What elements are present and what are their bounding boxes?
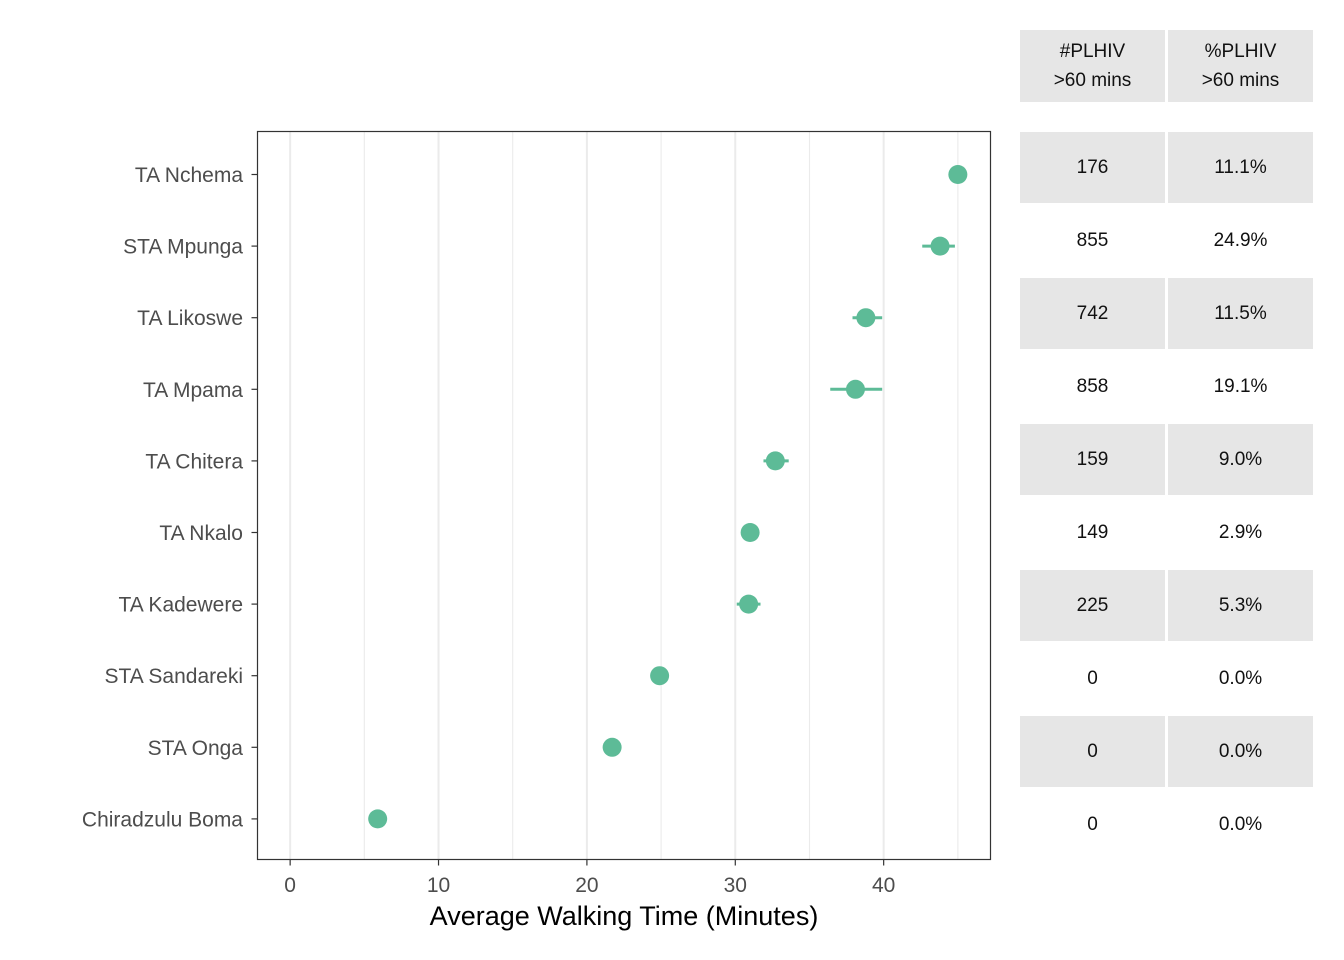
data-points — [368, 165, 968, 829]
data-point — [930, 236, 950, 256]
count-cell: 858 — [1076, 375, 1109, 397]
x-axis-ticks: 0 10 20 30 40 — [284, 859, 895, 897]
y-tick-label: STA Sandareki — [104, 665, 243, 688]
data-point — [602, 737, 622, 757]
count-cell: 855 — [1076, 229, 1109, 251]
plot-panel — [257, 131, 991, 860]
plhiv-table: #PLHIV >60 mins %PLHIV >60 mins 176 11.1… — [1020, 30, 1316, 835]
y-tick-label: TA Chitera — [145, 450, 243, 473]
percent-cell: 11.5% — [1168, 278, 1313, 349]
table-row: 858 19.1% — [1020, 351, 1316, 422]
header-count: #PLHIV >60 mins — [1020, 30, 1165, 102]
percent-cell: 2.9% — [1218, 521, 1263, 543]
count-cell: 225 — [1020, 570, 1165, 641]
data-point — [765, 451, 785, 471]
table-row: 0 0.0% — [1020, 716, 1316, 787]
percent-cell: 0.0% — [1218, 667, 1263, 689]
table-row: 855 24.9% — [1020, 205, 1316, 276]
y-axis-ticks: TA Nchema STA Mpunga TA Likoswe TA Mpama TA … — [82, 164, 258, 831]
x-axis-title: Average Walking Time (Minutes) — [430, 901, 819, 931]
count-cell: 0 — [1087, 813, 1098, 835]
y-tick-label: STA Mpunga — [123, 236, 243, 259]
count-cell: 0 — [1020, 716, 1165, 787]
plot-border — [256, 130, 992, 861]
count-cell: 159 — [1020, 424, 1165, 495]
x-tick-label: 30 — [724, 874, 747, 897]
data-point — [948, 165, 968, 184]
data-point — [739, 594, 759, 614]
percent-cell: 9.0% — [1168, 424, 1313, 495]
data-point — [740, 523, 760, 542]
count-cell: 742 — [1020, 278, 1165, 349]
walking-time-chart: TA Nchema STA Mpunga TA Likoswe TA Mpama TA … — [82, 130, 992, 931]
header-percent: %PLHIV >60 mins — [1168, 30, 1313, 102]
count-cell: 149 — [1076, 521, 1109, 543]
header-percent-line1: %PLHIV — [1204, 41, 1277, 62]
data-point — [650, 666, 670, 686]
header-count-line1: #PLHIV — [1059, 41, 1126, 62]
percent-cell: 0.0% — [1218, 813, 1263, 835]
percent-cell: 19.1% — [1213, 375, 1268, 397]
table-row: 0 0.0% — [1020, 643, 1316, 714]
data-point — [845, 379, 865, 399]
grid-lines — [289, 131, 959, 860]
x-tick-label: 10 — [427, 874, 450, 897]
x-tick-label: 20 — [575, 874, 598, 897]
table-row: 0 0.0% — [1020, 789, 1316, 860]
y-tick-label: Chiradzulu Boma — [82, 808, 243, 831]
y-tick-label: TA Likoswe — [137, 307, 243, 330]
data-point — [368, 809, 388, 829]
y-tick-label: TA Nchema — [135, 164, 243, 187]
y-tick-label: TA Kadewere — [118, 594, 243, 617]
header-percent-line2: >60 mins — [1201, 70, 1280, 91]
table-body: 176 11.1% 855 24.9% 742 11.5% 858 19.1% … — [1020, 132, 1316, 862]
y-tick-label: TA Mpama — [143, 379, 243, 402]
table-row: 149 2.9% — [1020, 497, 1316, 568]
percent-cell: 5.3% — [1168, 570, 1313, 641]
y-tick-label: TA Nkalo — [159, 522, 243, 545]
y-tick-label: STA Onga — [148, 737, 244, 760]
header-count-line2: >60 mins — [1053, 70, 1132, 91]
table-row: 159 9.0% — [1020, 424, 1316, 495]
percent-cell: 11.1% — [1168, 132, 1313, 203]
table-row: 742 11.5% — [1020, 278, 1316, 349]
percent-cell: 0.0% — [1168, 716, 1313, 787]
table-row: 176 11.1% — [1020, 132, 1316, 203]
count-cell: 0 — [1087, 667, 1098, 689]
count-cell: 176 — [1020, 132, 1165, 203]
x-tick-label: 40 — [872, 874, 895, 897]
x-tick-label: 0 — [284, 874, 296, 897]
data-point — [856, 308, 876, 328]
percent-cell: 24.9% — [1213, 229, 1268, 251]
table-header: #PLHIV >60 mins %PLHIV >60 mins — [1020, 30, 1316, 102]
table-row: 225 5.3% — [1020, 570, 1316, 641]
